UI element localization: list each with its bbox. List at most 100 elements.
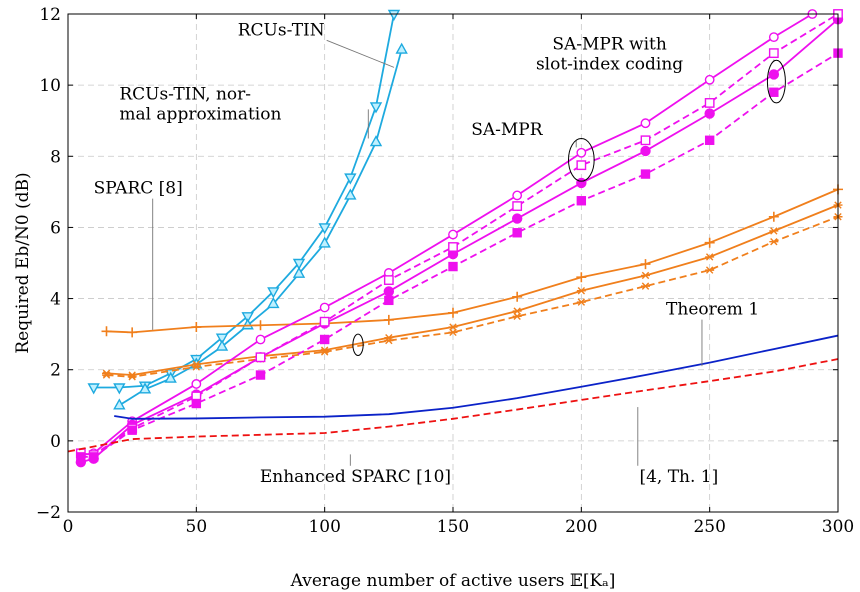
annotation-text: RCUs-TIN	[238, 20, 325, 40]
data-point	[87, 383, 100, 395]
series-sa-mpr-open-circle	[75, 9, 818, 460]
data-point	[576, 196, 587, 206]
data-point	[512, 307, 522, 315]
series-line-sa-mpr-filled-circle	[80, 18, 839, 464]
data-point	[640, 135, 651, 146]
data-point	[387, 9, 401, 21]
data-point	[127, 425, 137, 435]
series-lines	[67, 9, 844, 468]
data-point	[138, 382, 152, 394]
data-point	[705, 266, 715, 274]
data-point	[318, 223, 331, 235]
data-point	[641, 282, 650, 290]
data-point	[576, 287, 586, 295]
y-tick-label: 6	[50, 218, 61, 238]
annotation-rcus-tin: RCUs-TIN	[238, 20, 395, 68]
data-point	[267, 296, 280, 309]
data-point	[369, 135, 383, 147]
data-point	[448, 229, 458, 240]
data-point	[113, 383, 126, 395]
data-point	[101, 326, 112, 337]
data-point	[292, 258, 306, 270]
data-point	[448, 323, 458, 331]
data-point	[576, 147, 587, 158]
data-point	[704, 135, 715, 145]
data-point	[768, 48, 779, 59]
data-point	[344, 188, 357, 200]
data-point	[320, 348, 330, 356]
x-tick-label: 0	[63, 517, 74, 537]
data-point	[191, 322, 202, 333]
series-enhanced-sparc-dashed	[102, 213, 843, 381]
data-point	[448, 242, 458, 252]
annotation-ellipse	[766, 59, 786, 104]
annotation-text: slot-index coding	[536, 55, 683, 75]
data-point	[113, 398, 126, 410]
series-sparc	[101, 184, 843, 338]
data-point	[576, 298, 586, 306]
y-tick-label: 8	[50, 147, 61, 167]
data-point	[448, 261, 458, 272]
data-point	[640, 259, 651, 270]
data-point	[383, 275, 394, 285]
x-tick-label: 150	[437, 517, 469, 537]
data-point	[127, 327, 138, 338]
series-line-enhanced-sparc-dashed	[106, 215, 839, 378]
annotation-pointer	[326, 39, 395, 68]
data-point	[576, 160, 587, 171]
data-point	[448, 307, 458, 318]
data-point	[318, 236, 331, 248]
annotation-ellipse	[568, 138, 595, 182]
data-point	[640, 145, 651, 157]
data-point	[255, 320, 266, 331]
data-point	[292, 266, 306, 278]
data-point	[704, 237, 715, 248]
series-theorem-1	[114, 334, 839, 420]
data-point	[191, 379, 202, 389]
data-point	[383, 314, 394, 325]
annotation-text: mal approximation	[119, 104, 281, 124]
annotation-text: SA-MPR	[471, 120, 544, 140]
data-point	[768, 69, 780, 80]
data-point	[383, 286, 395, 297]
data-point	[319, 316, 330, 327]
y-tick-label: 10	[39, 76, 61, 96]
data-point	[704, 98, 715, 108]
data-point	[769, 237, 779, 246]
x-tick-label: 250	[693, 517, 725, 537]
data-point	[769, 87, 779, 97]
data-point	[448, 328, 458, 337]
data-point	[267, 287, 280, 299]
series-slot-index-open-square	[75, 9, 843, 460]
data-point	[255, 334, 266, 345]
data-point	[705, 253, 715, 261]
data-point	[164, 371, 177, 383]
x-tick-label: 300	[822, 517, 854, 537]
data-point	[768, 32, 779, 43]
annotation-enhanced-sparc: Enhanced SPARC [10]	[260, 333, 451, 487]
x-tick-label: 50	[186, 517, 208, 537]
data-point	[512, 201, 523, 211]
series-rcus-tin-normal	[87, 9, 401, 395]
annotation-text: Theorem 1	[666, 300, 759, 320]
series-ref-4-th1	[67, 358, 839, 453]
series-enhanced-sparc-solid	[102, 201, 843, 379]
data-point	[384, 295, 394, 306]
data-point	[395, 42, 408, 54]
series-line-slot-index-filled-square	[80, 52, 839, 458]
annotation-text: [4, Th. 1]	[639, 467, 718, 487]
y-tick-label: 12	[39, 5, 61, 25]
annotation-sa-mpr: SA-MPR	[471, 120, 595, 182]
series-line-slot-index-open-square	[80, 13, 839, 456]
data-point	[511, 213, 523, 224]
series-line-sa-mpr-open-circle	[80, 13, 813, 456]
annotation-text: SA-MPR with	[552, 35, 667, 55]
annotation-text: SPARC [8]	[94, 179, 183, 199]
data-point	[319, 334, 330, 345]
annotation-text: RCUs-TIN, nor-	[119, 84, 251, 104]
data-point	[88, 452, 99, 462]
data-point	[704, 108, 715, 119]
